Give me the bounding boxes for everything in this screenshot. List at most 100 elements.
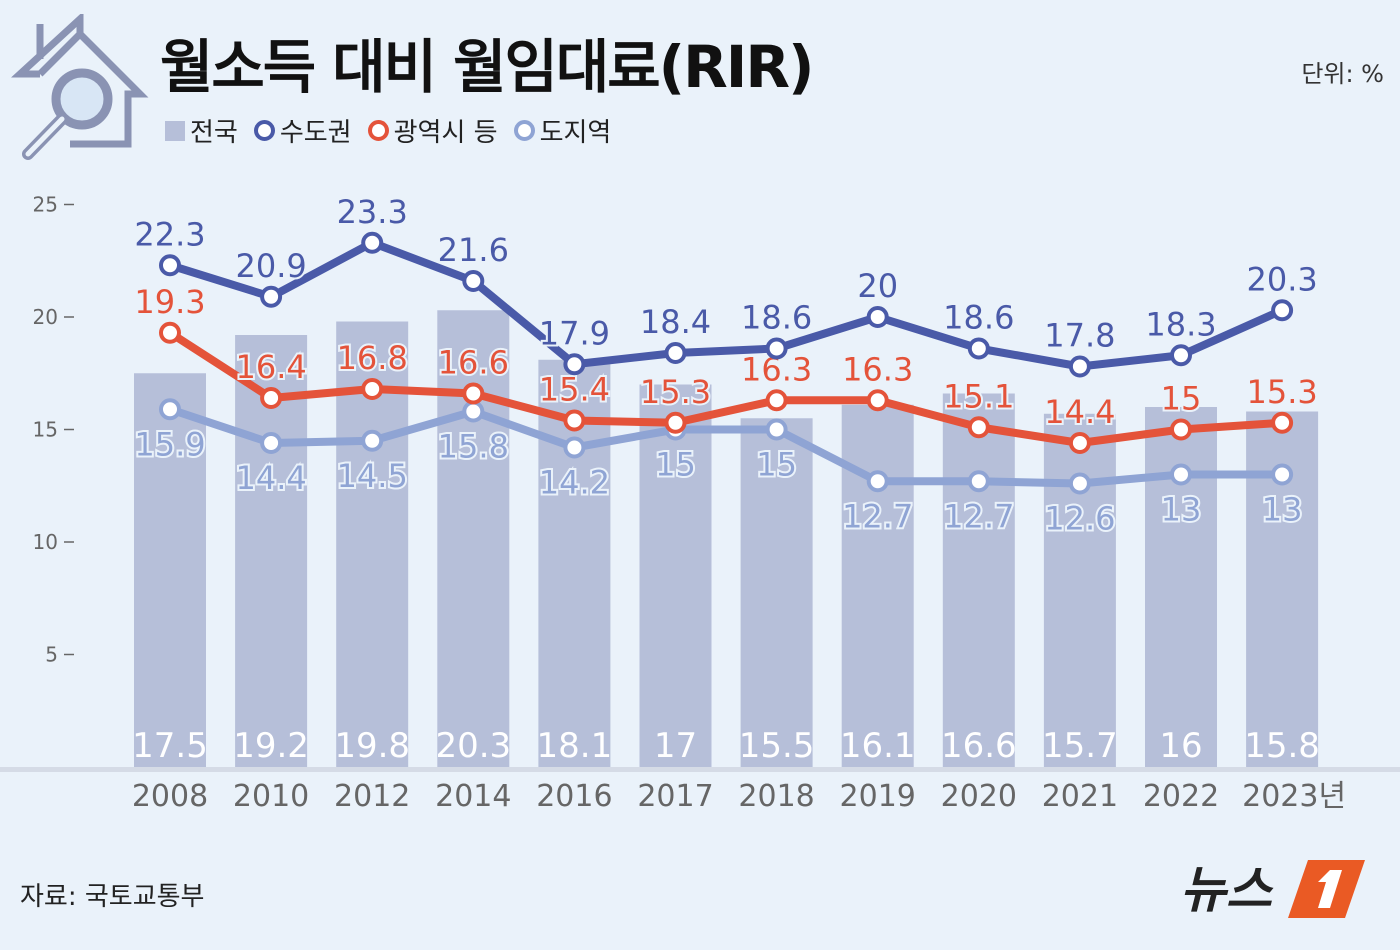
point-label: 12.7	[943, 497, 1014, 535]
x-tick-label: 2022	[1143, 779, 1219, 814]
house-magnifier-icon	[11, 14, 149, 160]
x-tick-label: 2019	[840, 779, 916, 814]
point-label: 15.1	[943, 377, 1014, 415]
point-도지역	[462, 400, 485, 423]
point-도지역	[1271, 463, 1294, 486]
point-도지역	[1068, 472, 1091, 495]
y-tick-label: 25	[33, 193, 58, 217]
bar-value-label: 16	[1159, 726, 1202, 766]
legend: 전국 수도권 광역시 등 도지역	[165, 112, 611, 149]
x-axis-baseline	[0, 767, 1400, 772]
bar-value-label: 17	[654, 726, 697, 766]
point-label: 18.4	[640, 303, 711, 341]
point-광역시 등	[1271, 411, 1294, 434]
point-수도권	[159, 254, 181, 277]
chart-title: 월소득 대비 월임대료(RIR)	[160, 33, 815, 101]
point-수도권	[664, 342, 687, 364]
point-label: 16.6	[438, 344, 509, 382]
point-수도권	[260, 285, 283, 308]
svg-text:뉴스: 뉴스	[1180, 861, 1274, 919]
point-label: 22.3	[134, 215, 205, 253]
bar-value-label: 16.1	[840, 726, 916, 766]
point-광역시 등	[563, 409, 586, 432]
bar-2020	[942, 393, 1015, 767]
point-광역시 등	[260, 387, 283, 409]
point-label: 15	[655, 446, 696, 484]
bar-2017	[639, 384, 712, 767]
bar-value-label: 15.7	[1042, 726, 1118, 766]
y-tick-label: 15	[33, 418, 58, 442]
line-수도권	[168, 238, 1284, 371]
point-label: 16.8	[337, 339, 408, 377]
point-label: 14.2	[539, 464, 610, 502]
point-label: 18.3	[1145, 305, 1216, 343]
point-수도권	[765, 337, 788, 360]
x-tick-label: 2014	[435, 779, 511, 814]
point-label: 14.4	[1044, 393, 1115, 431]
legend-marker	[367, 120, 389, 141]
y-tick-label: 20	[33, 305, 58, 329]
point-수도권	[967, 337, 990, 360]
bar-value-label: 20.3	[435, 726, 511, 766]
bar-value-label: 19.8	[334, 726, 410, 766]
legend-label: 전국	[190, 118, 238, 148]
point-광역시 등	[361, 378, 384, 400]
unit-label: 단위: %	[1301, 60, 1384, 88]
point-수도권	[462, 270, 485, 292]
point-label: 14.4	[235, 459, 306, 497]
x-tick-label: 2010	[233, 779, 309, 814]
point-광역시 등	[1068, 432, 1091, 454]
point-수도권	[1068, 355, 1091, 378]
legend-swatch	[165, 120, 185, 141]
line-도지역	[168, 405, 1283, 488]
point-label: 15.9	[134, 425, 205, 463]
bar-2021	[1043, 413, 1116, 767]
point-도지역	[967, 470, 990, 493]
point-label: 17.9	[539, 314, 610, 352]
point-도지역	[1170, 463, 1192, 486]
x-tick-label: 2008	[132, 779, 208, 814]
point-광역시 등	[664, 411, 687, 434]
x-tick-label: 2017	[637, 779, 713, 814]
point-도지역	[765, 418, 788, 441]
point-label: 16.4	[235, 348, 306, 386]
point-수도권	[563, 353, 586, 376]
x-tick-label: 2020	[941, 779, 1017, 814]
source-note: 자료: 국토교통부	[20, 882, 205, 912]
legend-marker	[513, 120, 535, 141]
line-광역시 등	[167, 329, 1283, 447]
bar-value-label: 15.5	[739, 726, 815, 766]
point-광역시 등	[866, 389, 889, 412]
legend-label: 수도권	[279, 118, 352, 148]
legend-label: 도지역	[539, 118, 612, 148]
point-label: 15.4	[539, 371, 610, 409]
point-수도권	[1271, 299, 1294, 322]
point-광역시 등	[765, 389, 788, 412]
point-label: 16.3	[842, 350, 913, 388]
point-label: 18.6	[943, 299, 1014, 337]
point-label: 13	[1262, 491, 1303, 529]
point-label: 19.3	[134, 283, 205, 321]
bar-2018	[740, 418, 813, 767]
bar-value-label: 16.6	[941, 726, 1017, 766]
legend-item-metro: 광역시 등	[367, 112, 498, 149]
point-도지역	[159, 398, 181, 421]
bar-2019	[841, 404, 914, 767]
point-label: 14.5	[337, 457, 408, 495]
y-tick-label: 5	[45, 643, 58, 667]
bar-value-label: 15.8	[1244, 726, 1320, 766]
bar-2022	[1145, 407, 1217, 767]
news1-logo: 뉴스	[1180, 860, 1365, 919]
point-광역시 등	[159, 321, 181, 344]
point-수도권	[361, 231, 384, 254]
point-label: 15	[1161, 380, 1202, 418]
point-광역시 등	[967, 416, 990, 439]
x-tick-label: 2018	[738, 779, 814, 814]
bar-value-label: 17.5	[132, 726, 208, 766]
x-tick-label: 2012	[334, 779, 410, 814]
point-label: 17.8	[1044, 317, 1115, 355]
bar-value-label: 18.1	[537, 726, 613, 766]
point-도지역	[866, 470, 889, 493]
point-label: 18.6	[741, 299, 812, 337]
